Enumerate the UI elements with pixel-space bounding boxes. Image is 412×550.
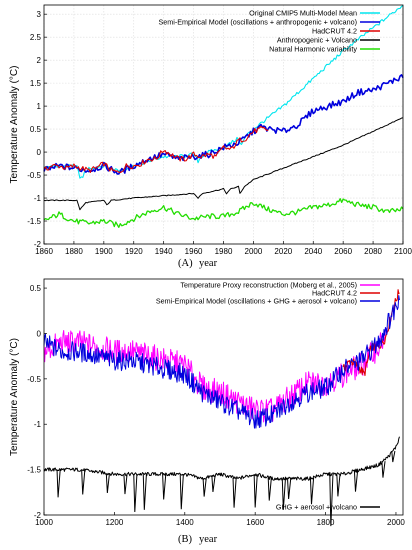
panel-a-xlabel: year: [199, 258, 218, 269]
volcanic-dip: [309, 477, 315, 505]
panel-b-label: (B): [178, 534, 193, 545]
y-tick-label: 0: [37, 329, 42, 338]
series-line-anthropogenic-volcano: [43, 117, 404, 211]
x-tick-label: 1860: [35, 247, 53, 256]
y-tick-label: 0: [37, 148, 42, 157]
x-tick-label: 1400: [176, 518, 194, 527]
x-tick-label: 1880: [65, 247, 83, 256]
y-tick-label: -2: [34, 511, 42, 520]
volcanic-dip: [336, 474, 341, 497]
volcanic-dip: [267, 477, 272, 501]
volcanic-dip: [202, 478, 207, 497]
panel-a-ticks: 1860 1880 1900 1920 1940 1960 1980 2000 2020 2040…: [27, 10, 412, 256]
legend-label-original-cmip5-multi-model-mean: Original CMIP5 Multi-Model Mean: [249, 9, 357, 18]
x-tick-label: 2020: [274, 247, 292, 256]
x-tick-label: 1200: [105, 518, 123, 527]
volcanic-dip: [123, 474, 128, 495]
panel-b-series: [43, 289, 400, 527]
y-tick-label: 1.5: [30, 79, 42, 88]
legend-label-temperature-proxy-reconstruction-moberg-et-al-2005: Temperature Proxy reconstruction (Moberg…: [180, 281, 357, 290]
volcanic-dip: [232, 477, 237, 508]
y-tick-label: 3: [37, 10, 42, 19]
panel-b-frame: [43, 278, 404, 516]
series-line-temperature-proxy-reconstruction-moberg-et-al-2005: [43, 327, 389, 424]
series-line-natural-harmonic-variability: [43, 198, 404, 228]
y-tick-label: 0.5: [30, 125, 42, 134]
series-line-ghg-aerosol-volcano: [43, 436, 400, 481]
x-tick-label: 2060: [334, 247, 352, 256]
x-tick-label: 2040: [304, 247, 322, 256]
volcanic-dip: [253, 474, 258, 508]
y-tick-label: -0.5: [27, 171, 41, 180]
y-tick-label: -1: [34, 420, 42, 429]
volcanic-dip: [179, 474, 184, 510]
volcanic-dip: [162, 474, 167, 500]
panel-a-series: [43, 5, 404, 228]
x-tick-label: 2100: [394, 247, 412, 256]
volcanic-dip: [211, 475, 216, 492]
x-tick-label: 1960: [185, 247, 203, 256]
legend-label-semi-empirical-model-oscillations-anthropogenic-volcano: Semi-Empirical Model (oscillations + ant…: [158, 18, 357, 27]
x-tick-label: 1800: [317, 518, 335, 527]
volcanic-dip: [353, 470, 359, 492]
volcanic-dip: [142, 474, 147, 510]
legend-label-hadcrut-4-2: HadCRUT 4.2: [312, 27, 357, 36]
volcanic-dip: [56, 469, 61, 498]
legend-label-hadcrut-4-2: HadCRUT 4.2: [312, 289, 357, 298]
x-tick-label: 1920: [125, 247, 143, 256]
legend-label-ghg-aerosol-volcano: GHG + aerosol + volcano: [276, 503, 357, 512]
x-tick-label: 1600: [246, 518, 264, 527]
x-tick-label: 2000: [245, 247, 263, 256]
y-tick-label: -1: [34, 194, 42, 203]
x-tick-label: 1000: [35, 518, 53, 527]
volcanic-dip: [81, 470, 86, 495]
series-line-hadcrut-4-2: [43, 125, 269, 173]
y-tick-label: -1.5: [27, 217, 41, 226]
y-tick-label: 0.5: [30, 284, 42, 293]
volcanic-dip: [281, 478, 286, 510]
x-tick-label: 1900: [95, 247, 113, 256]
panel-a: 1860 1880 1900 1920 1940 1960 1980 2000 2020 2040…: [9, 4, 412, 269]
panel-b: 1000 1200 1400 1600 1800 2000 -2 -1.5 -1 -0.5 0 0.5…: [9, 278, 405, 545]
x-tick-label: 1940: [155, 247, 173, 256]
legend-label-anthropogenic-volcano: Anthropogenic + Volcano: [277, 36, 357, 45]
panel-a-label: (A): [178, 258, 193, 269]
volcanic-dip: [105, 473, 110, 494]
x-tick-label: 2000: [387, 518, 405, 527]
series-line-semi-empirical-model-oscillations-anthropogenic-volcano: [43, 74, 404, 175]
legend-label-semi-empirical-model-oscillations-ghg-aerosol-volcano: Semi-Empirical Model (oscillations + GHG…: [156, 297, 357, 306]
y-tick-label: 2.5: [30, 33, 42, 42]
panel-b-xlabel: year: [199, 534, 218, 545]
x-tick-label: 1980: [215, 247, 233, 256]
legend-label-natural-harmonic-variability: Natural Harmonic variability: [269, 45, 357, 54]
panel-b-ticks: 1000 1200 1400 1600 1800 2000 -2 -1.5 -1 -0.5 0 0.5: [27, 284, 405, 527]
volcanic-dip: [329, 474, 334, 527]
y-tick-label: 2: [37, 56, 42, 65]
y-tick-label: -1.5: [27, 466, 41, 475]
panel-b-legend: Temperature Proxy reconstruction (Moberg…: [156, 281, 380, 512]
volcanic-dip: [391, 450, 396, 463]
series-line-semi-empirical-model-oscillations-ghg-aerosol-volcano: [43, 295, 400, 429]
y-tick-label: 1: [37, 102, 42, 111]
panel-b-ylabel: Temperature Anomaly (°C): [9, 338, 20, 456]
y-tick-label: -2: [34, 240, 42, 249]
volcanic-dip: [287, 478, 292, 500]
panel-a-legend: Original CMIP5 Multi-Model MeanSemi-Empi…: [158, 9, 380, 54]
volcanic-dip: [381, 461, 386, 478]
panel-a-ylabel: Temperature Anomaly (°C): [9, 66, 20, 184]
x-tick-label: 2080: [364, 247, 382, 256]
volcanic-dip: [133, 474, 138, 512]
y-tick-label: -0.5: [27, 375, 41, 384]
